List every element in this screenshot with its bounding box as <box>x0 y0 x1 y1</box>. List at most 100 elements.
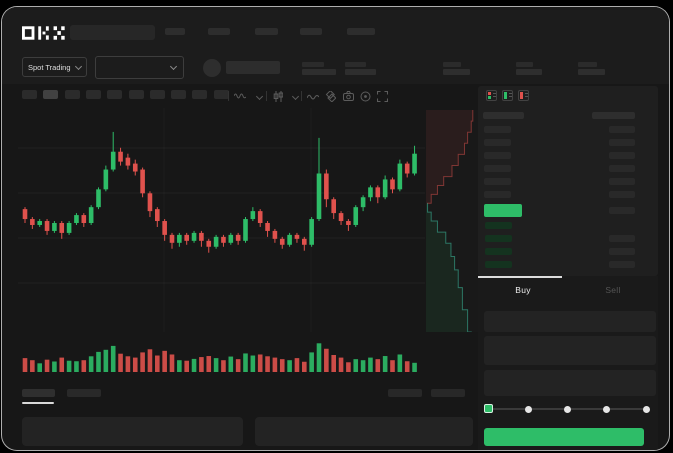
interval-button[interactable] <box>85 90 101 99</box>
amount-input[interactable] <box>484 336 656 365</box>
asks-book-icon[interactable] <box>518 90 529 101</box>
buy-submit-button[interactable] <box>484 428 644 446</box>
nav-item-placeholder[interactable] <box>300 28 322 35</box>
order-book-last-price[interactable] <box>484 204 522 217</box>
candle <box>397 163 403 190</box>
interval-button[interactable] <box>64 90 80 99</box>
volume-bar <box>397 354 403 372</box>
volume-bar <box>302 361 307 372</box>
interval-button[interactable] <box>107 90 123 99</box>
stat-value-placeholder <box>516 69 542 75</box>
depth-bids-line <box>427 203 472 332</box>
interval-button[interactable] <box>43 90 59 99</box>
market-type-selector[interactable]: Spot Trading <box>22 57 87 77</box>
interval-button[interactable] <box>192 90 208 99</box>
volume-bar <box>155 355 160 372</box>
combined-book-icon[interactable] <box>486 90 497 101</box>
slider-handle[interactable] <box>484 404 493 413</box>
tab-sell[interactable]: Sell <box>605 285 621 295</box>
volume-bar <box>390 360 395 372</box>
candle <box>110 151 116 170</box>
fullscreen-icon[interactable] <box>376 90 388 102</box>
bids-book-icon[interactable] <box>502 90 513 101</box>
volume-bar <box>250 355 256 372</box>
chevron-down-icon[interactable] <box>253 90 265 102</box>
slider-stop[interactable] <box>603 405 611 413</box>
volume-bar <box>243 353 248 372</box>
candle <box>368 187 373 198</box>
candle <box>279 238 285 245</box>
price-chart-canvas[interactable] <box>18 108 425 332</box>
slider-stop[interactable] <box>564 405 571 413</box>
ask-price-placeholder <box>484 178 511 185</box>
volume-chart <box>22 343 417 372</box>
volume-bar <box>235 359 241 372</box>
interval-button[interactable] <box>149 90 165 99</box>
nav-item-placeholder[interactable] <box>165 28 185 35</box>
bottom-tab-placeholder[interactable] <box>67 389 101 397</box>
nav-item-placeholder[interactable] <box>347 28 375 35</box>
indicators-wave-icon[interactable] <box>234 90 246 102</box>
nav-item-placeholder[interactable] <box>208 28 230 35</box>
volume-bar <box>213 358 219 372</box>
tags-icon[interactable] <box>324 90 336 102</box>
ask-size-placeholder <box>609 139 635 146</box>
app-canvas: OKX Spot Trading <box>2 7 669 450</box>
icon-bid-mark <box>488 96 491 99</box>
okx-logo[interactable]: OKX <box>22 26 66 40</box>
slider-stop[interactable] <box>524 405 532 413</box>
bottom-action-placeholder[interactable] <box>431 389 465 397</box>
ask-size-placeholder <box>609 191 635 198</box>
stat-value-placeholder <box>578 69 605 75</box>
icon-lines <box>492 93 496 94</box>
target-icon[interactable] <box>359 90 371 102</box>
volume-bar <box>59 357 65 372</box>
candle <box>59 223 65 233</box>
pair-selector[interactable] <box>95 56 184 79</box>
slider-stop[interactable] <box>642 405 650 413</box>
candle <box>294 234 300 239</box>
candle <box>235 234 241 241</box>
candle <box>375 187 381 198</box>
price-input[interactable] <box>484 311 656 332</box>
volume-bar <box>44 359 50 372</box>
interval-button[interactable] <box>171 90 187 99</box>
volume-bar <box>37 363 42 372</box>
orders-panel-placeholder <box>22 417 243 446</box>
stat-value-placeholder <box>345 69 376 75</box>
bottom-action-placeholder[interactable] <box>388 389 422 397</box>
search-bar[interactable] <box>70 25 155 40</box>
volume-bar <box>265 356 270 372</box>
icon-lines <box>508 96 512 97</box>
volume-bar <box>368 357 373 372</box>
volume-bar <box>353 359 359 372</box>
bid-size-placeholder <box>609 261 635 268</box>
camera-icon[interactable] <box>342 90 354 102</box>
volume-bar <box>382 356 388 372</box>
interval-button[interactable] <box>128 90 144 99</box>
volume-bar <box>279 359 285 372</box>
icon-side-mark <box>504 92 507 99</box>
ask-price-placeholder <box>484 165 511 172</box>
chevron-down-icon[interactable] <box>289 90 301 102</box>
icon-lines <box>492 96 496 97</box>
candle <box>404 163 410 174</box>
volume-bar <box>169 354 175 372</box>
candle <box>390 179 395 190</box>
total-input[interactable] <box>484 370 656 396</box>
nav-item-placeholder[interactable] <box>255 28 278 35</box>
bottom-tab-placeholder[interactable] <box>22 389 55 397</box>
candle-type-icon[interactable] <box>272 90 284 102</box>
volume-bar <box>81 360 87 372</box>
volume-bar <box>110 345 116 372</box>
stat-label-placeholder <box>578 62 597 67</box>
interval-button[interactable] <box>22 90 37 99</box>
depth-chart <box>426 110 478 332</box>
stat-label-placeholder <box>345 62 366 67</box>
interval-button[interactable] <box>213 90 229 99</box>
candle <box>118 151 123 162</box>
tab-buy[interactable]: Buy <box>515 285 531 295</box>
candle <box>191 232 197 241</box>
line-tool-icon[interactable] <box>307 90 319 102</box>
ask-size-placeholder <box>609 152 635 159</box>
